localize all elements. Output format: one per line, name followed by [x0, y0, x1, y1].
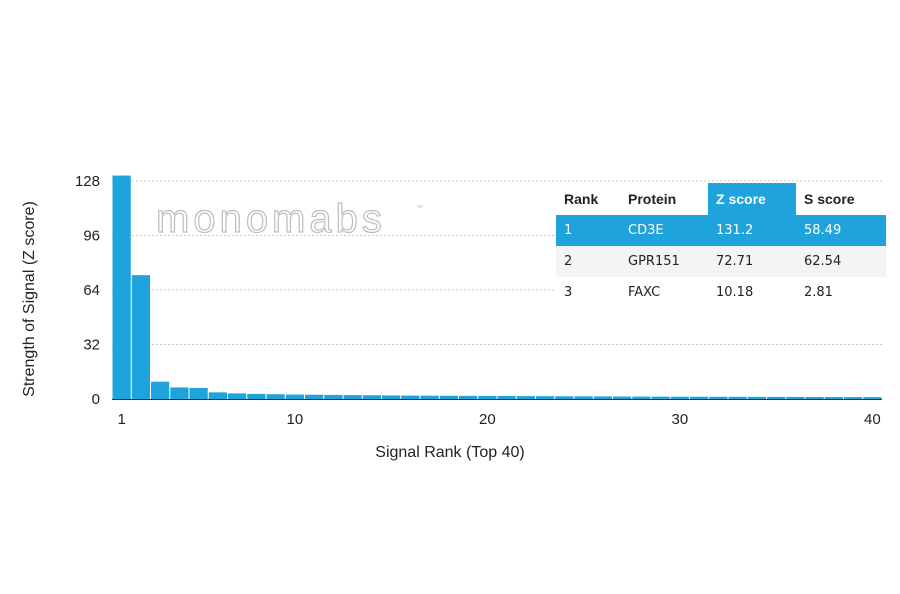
x-axis-title: Signal Rank (Top 40): [375, 444, 524, 461]
bar-rank-36: [786, 396, 805, 399]
y-tick-label: 0: [92, 391, 100, 408]
bar-rank-37: [805, 396, 824, 399]
bar-rank-8: [247, 393, 266, 399]
y-tick-labels: 0 32 64 96 128: [75, 173, 100, 408]
table-header-row: Rank Protein Z score S score: [556, 183, 886, 215]
bar-rank-21: [497, 396, 516, 399]
header-protein: Protein: [620, 183, 708, 215]
bars: [112, 175, 882, 399]
bar-rank-11: [305, 394, 324, 399]
table-row: 2 GPR151 72.71 62.54: [556, 246, 886, 277]
bar-rank-26: [593, 396, 612, 399]
watermark-text: monomabs: [156, 197, 386, 241]
y-axis-title: Strength of Signal (Z score): [21, 201, 38, 397]
ranking-table: Rank Protein Z score S score 1 CD3E 131.…: [556, 183, 886, 308]
cell-s-score: 58.49: [796, 215, 886, 246]
bar-rank-14: [362, 395, 381, 399]
bar-rank-3: [151, 381, 170, 399]
x-tick-label: 10: [287, 411, 304, 428]
cell-protein: FAXC: [620, 277, 708, 308]
bar-rank-25: [574, 396, 593, 399]
bar-rank-39: [844, 397, 863, 399]
table-row: 1 CD3E 131.2 58.49: [556, 215, 886, 246]
x-tick-label: 1: [117, 411, 125, 428]
bar-rank-22: [516, 396, 535, 399]
bar-rank-12: [324, 394, 343, 399]
bar-rank-23: [536, 396, 555, 399]
y-tick-label: 128: [75, 173, 100, 190]
bar-rank-10: [285, 394, 304, 399]
cell-rank: 3: [556, 277, 620, 308]
y-tick-label: 64: [83, 282, 100, 299]
header-z-score: Z score: [708, 183, 796, 215]
y-tick-label: 96: [83, 228, 100, 245]
cell-protein: CD3E: [620, 215, 708, 246]
bar-rank-13: [343, 395, 362, 399]
x-tick-labels: 1 10 20 30 40: [117, 411, 880, 428]
bar-rank-6: [208, 392, 227, 399]
bar-rank-28: [632, 396, 651, 399]
bar-rank-7: [228, 393, 247, 399]
bar-rank-5: [189, 387, 208, 399]
cell-rank: 2: [556, 246, 620, 277]
cell-rank: 1: [556, 215, 620, 246]
bar-rank-4: [170, 387, 189, 399]
bar-rank-30: [670, 396, 689, 399]
bar-rank-17: [420, 395, 439, 399]
bar-rank-40: [863, 397, 882, 399]
bar-rank-20: [478, 395, 497, 399]
y-tick-label: 32: [83, 337, 100, 354]
cell-s-score: 62.54: [796, 246, 886, 277]
bar-rank-32: [709, 396, 728, 399]
watermark-logo: monomabs ™: [155, 196, 423, 241]
table-row: 3 FAXC 10.18 2.81: [556, 277, 886, 308]
cell-s-score: 2.81: [796, 277, 886, 308]
bar-rank-34: [747, 396, 766, 399]
cell-z-score: 72.71: [708, 246, 796, 277]
cell-z-score: 131.2: [708, 215, 796, 246]
bar-rank-19: [459, 395, 478, 399]
watermark-tm: ™: [416, 205, 423, 212]
bar-rank-29: [651, 396, 670, 399]
bar-rank-1: [112, 175, 131, 399]
bar-rank-38: [824, 397, 843, 399]
bar-rank-33: [728, 396, 747, 399]
bar-rank-35: [767, 396, 786, 399]
header-rank: Rank: [556, 183, 620, 215]
header-s-score: S score: [796, 183, 886, 215]
x-tick-label: 30: [672, 411, 689, 428]
bar-rank-18: [439, 395, 458, 399]
bar-rank-24: [555, 396, 574, 399]
x-tick-label: 20: [479, 411, 496, 428]
cell-protein: GPR151: [620, 246, 708, 277]
bar-rank-27: [613, 396, 632, 399]
x-tick-label: 40: [864, 411, 881, 428]
bar-rank-9: [266, 394, 285, 399]
cell-z-score: 10.18: [708, 277, 796, 308]
bar-rank-16: [401, 395, 420, 399]
bar-rank-15: [382, 395, 401, 399]
bar-rank-31: [690, 396, 709, 399]
bar-rank-2: [131, 275, 150, 399]
